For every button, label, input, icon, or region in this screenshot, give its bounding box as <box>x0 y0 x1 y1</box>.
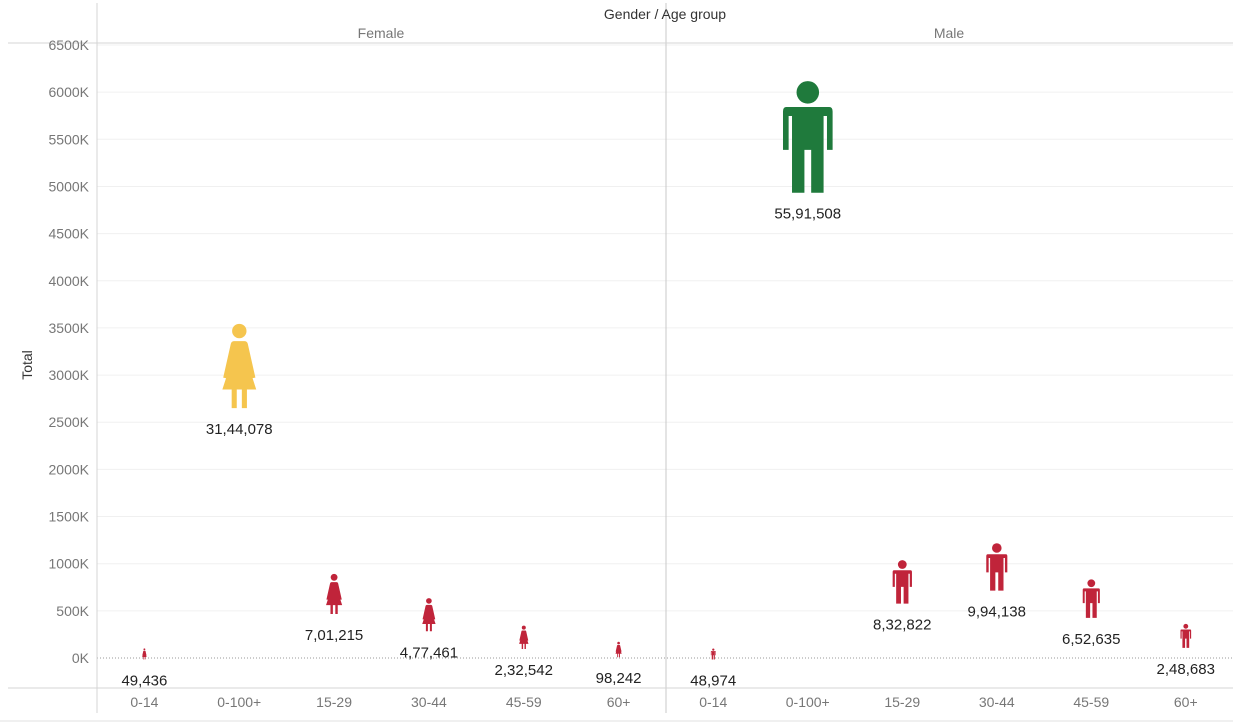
female-value-label-30-44: 4,77,461 <box>400 644 458 661</box>
x-tick-male-30-44: 30-44 <box>979 694 1015 710</box>
y-tick-label: 2000K <box>49 461 90 477</box>
y-tick-label: 5000K <box>49 178 90 194</box>
x-tick-female-0-14: 0-14 <box>130 694 158 710</box>
y-axis-ticks: 0K 500K 1000K 1500K 2000K 2500K 3000K 3500K 4000… <box>49 37 90 666</box>
y-tick-label: 6500K <box>49 37 90 53</box>
y-tick-label: 2500K <box>49 414 90 430</box>
female-value-label-60+: 98,242 <box>596 670 642 687</box>
male-value-label-0-100+: 55,91,508 <box>774 206 841 223</box>
x-tick-male-0-14: 0-14 <box>699 694 727 710</box>
x-tick-male-45-59: 45-59 <box>1073 694 1109 710</box>
female-value-label-0-14: 49,436 <box>121 672 167 689</box>
female-value-label-45-59: 2,32,542 <box>495 662 553 679</box>
x-tick-male-15-29: 15-29 <box>884 694 920 710</box>
male-icon-15-29 <box>892 560 912 604</box>
male-icon-30-44 <box>986 543 1008 591</box>
female-icon-60+ <box>615 641 622 658</box>
female-value-label-0-100+: 31,44,078 <box>206 421 273 438</box>
x-tick-female-45-59: 45-59 <box>506 694 542 710</box>
male-value-label-15-29: 8,32,822 <box>873 617 931 634</box>
male-icon-45-59 <box>1082 579 1100 618</box>
female-icon-30-44 <box>422 598 436 632</box>
y-tick-label: 1500K <box>49 509 90 525</box>
y-tick-label: 500K <box>56 603 89 619</box>
y-axis-label: Total <box>19 350 35 380</box>
y-tick-label: 4000K <box>49 273 90 289</box>
y-tick-label: 5500K <box>49 131 90 147</box>
male-value-label-45-59: 6,52,635 <box>1062 631 1120 648</box>
male-value-label-0-14: 48,974 <box>690 672 736 689</box>
panel-header-male: Male <box>934 25 965 41</box>
x-axis-ticks: 0-14 0-100+ 15-29 30-44 45-59 60+ 0-14 0-100+ 15… <box>130 694 1197 710</box>
data-marks <box>142 81 1192 660</box>
female-icon-45-59 <box>519 625 529 649</box>
x-tick-female-30-44: 30-44 <box>411 694 447 710</box>
female-icon-0-14 <box>142 648 147 660</box>
male-icon-0-14 <box>710 648 716 660</box>
male-icon-0-100+ <box>782 81 833 193</box>
y-tick-label: 3500K <box>49 320 90 336</box>
data-labels: 49,436 31,44,078 7,01,215 4,77,461 2,32,542 9… <box>121 206 1214 690</box>
y-tick-label: 3000K <box>49 367 90 383</box>
x-tick-male-0-100+: 0-100+ <box>786 694 830 710</box>
male-value-label-30-44: 9,94,138 <box>968 604 1026 621</box>
female-value-label-15-29: 7,01,215 <box>305 627 363 644</box>
female-icon-0-100+ <box>222 323 257 409</box>
y-tick-label: 4500K <box>49 226 90 242</box>
y-tick-label: 1000K <box>49 556 90 572</box>
x-tick-female-0-100+: 0-100+ <box>217 694 261 710</box>
y-tick-label: 0K <box>72 650 90 666</box>
y-tick-label: 6000K <box>49 84 90 100</box>
chart-frame <box>0 3 1233 722</box>
male-icon-60+ <box>1180 623 1192 648</box>
male-value-label-60+: 2,48,683 <box>1157 661 1215 678</box>
x-tick-female-60+: 60+ <box>607 694 631 710</box>
panel-header-female: Female <box>358 25 405 41</box>
header-title: Gender / Age group <box>604 6 726 22</box>
female-icon-15-29 <box>326 573 343 614</box>
gridlines <box>97 44 1233 659</box>
x-tick-male-60+: 60+ <box>1174 694 1198 710</box>
x-tick-female-15-29: 15-29 <box>316 694 352 710</box>
